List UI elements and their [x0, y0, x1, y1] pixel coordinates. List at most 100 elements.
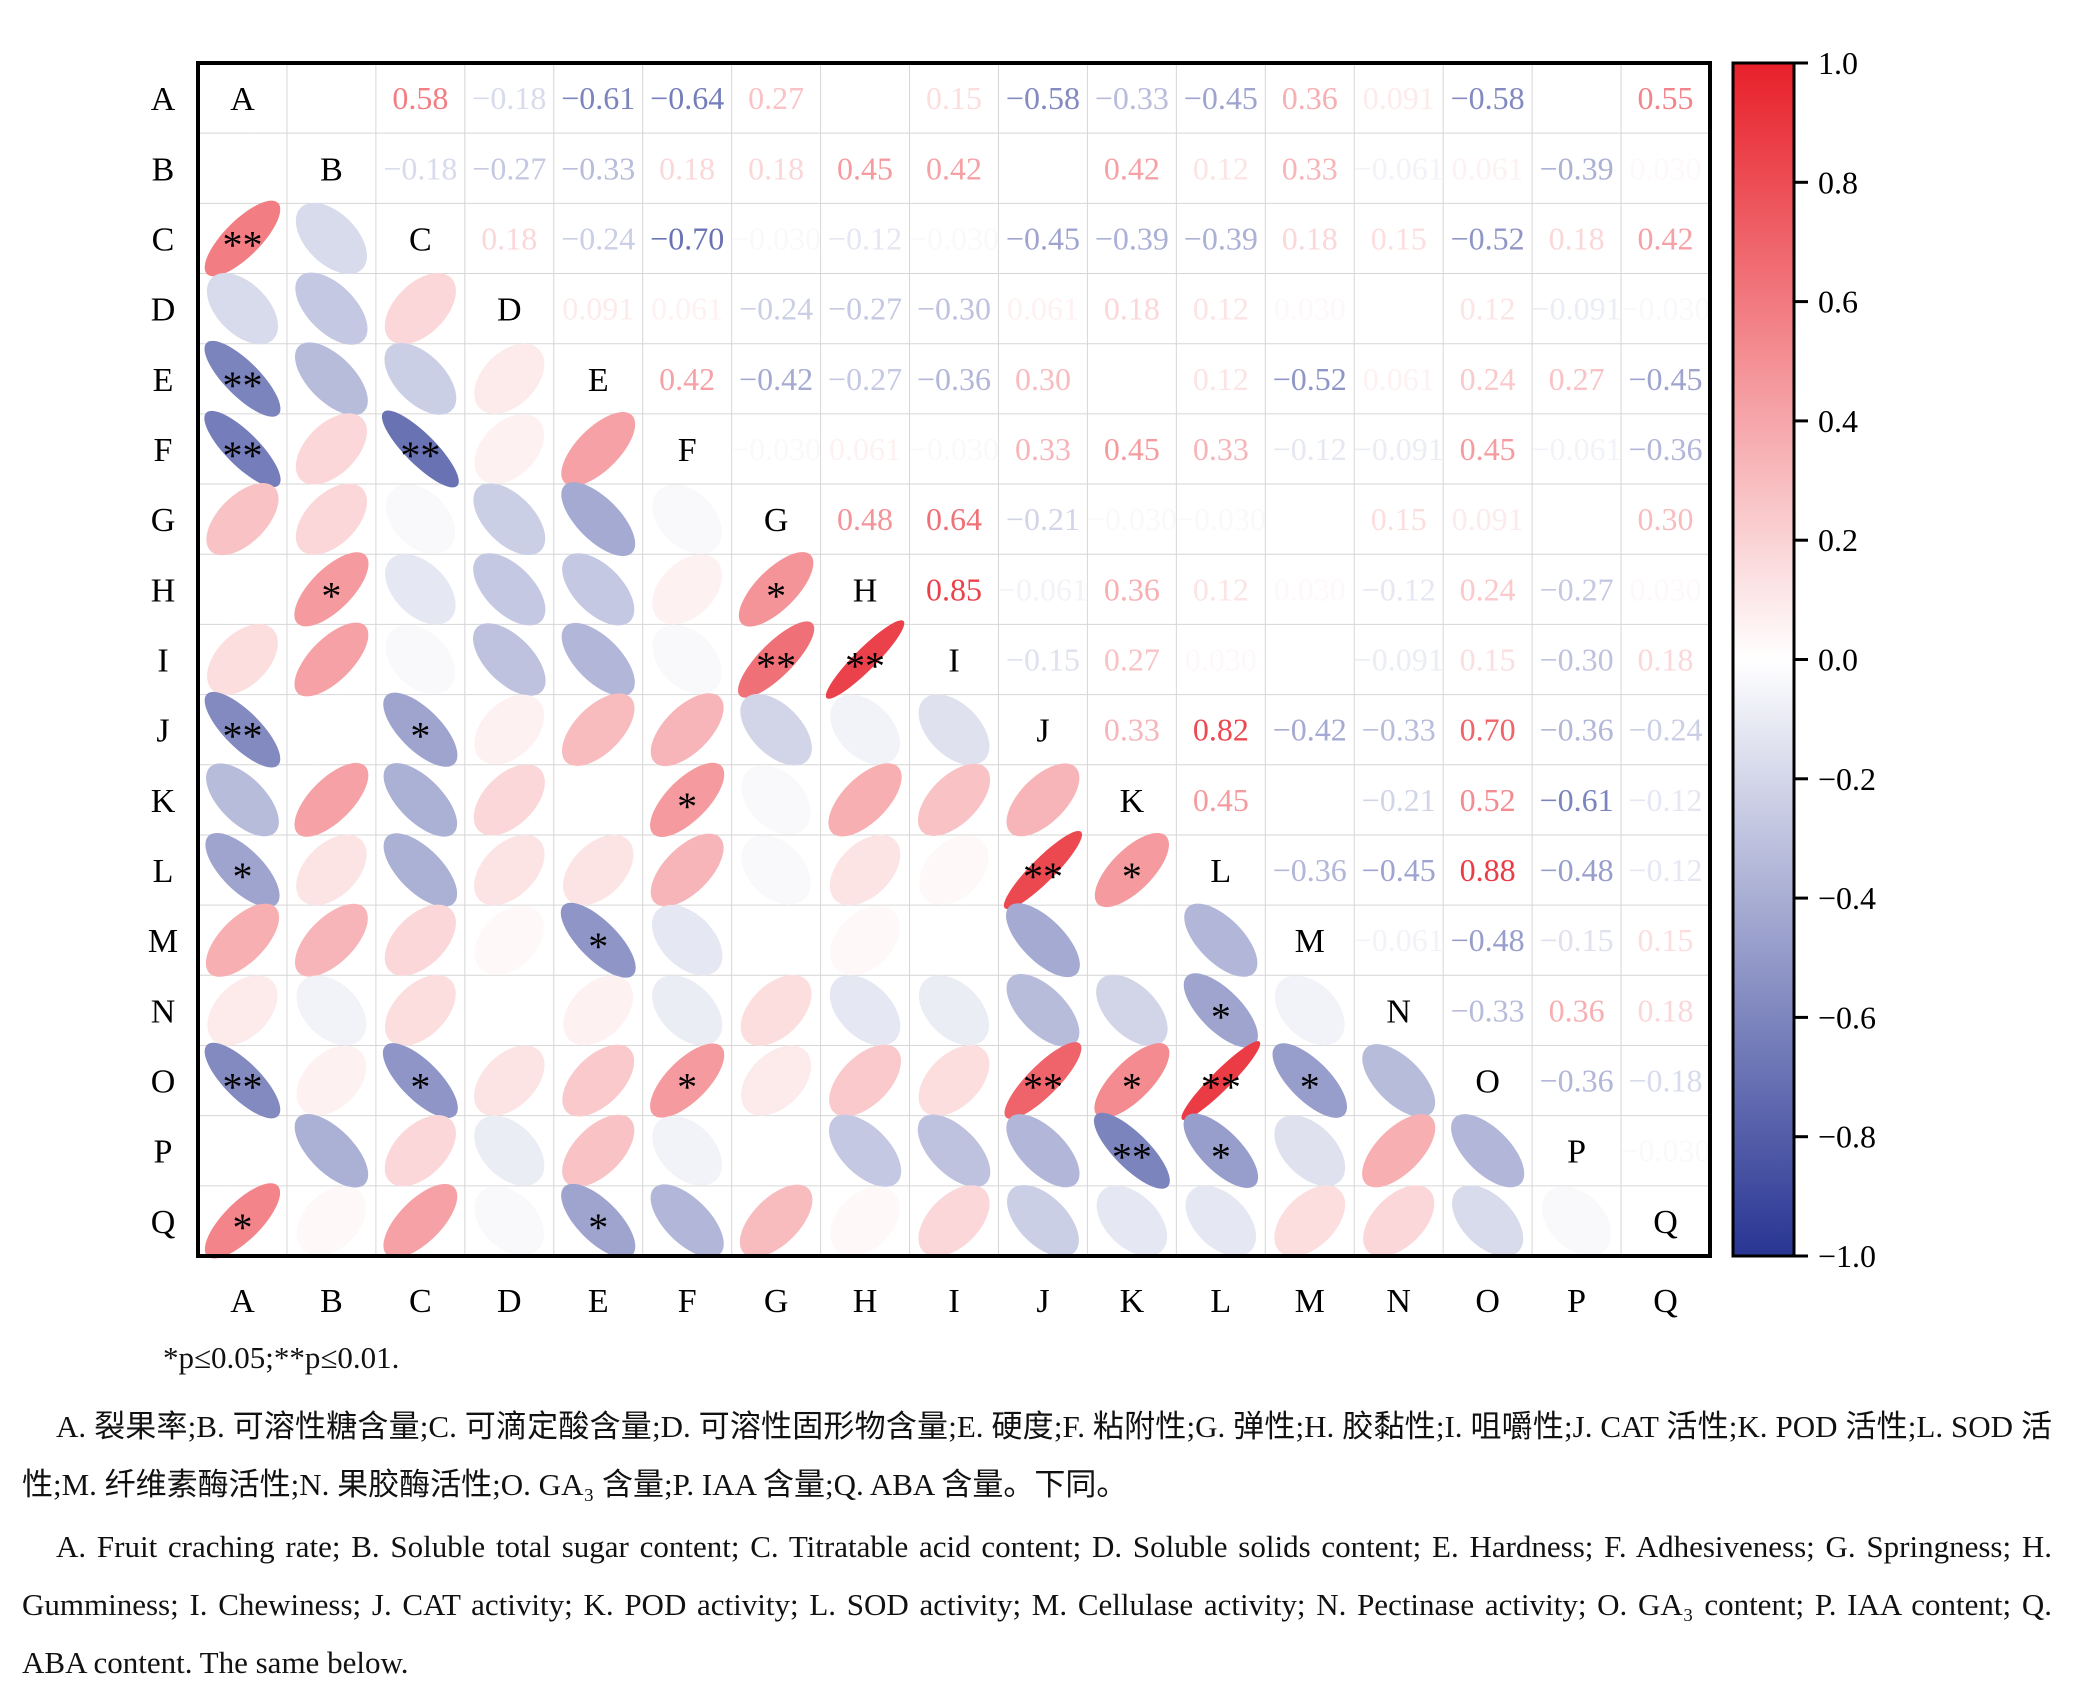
- correlation-value-label: 0.27: [748, 80, 804, 116]
- x-tick-label: O: [1475, 1283, 1500, 1320]
- correlation-value-label: 0.061: [1363, 361, 1435, 397]
- y-tick-label: M: [148, 923, 178, 960]
- correlation-ellipse: [652, 554, 723, 625]
- correlation-ellipse: [384, 904, 456, 976]
- correlation-value-label: −0.24: [1629, 712, 1703, 748]
- significance-mark: *: [766, 573, 786, 618]
- correlation-value-label: −0.030: [731, 431, 821, 467]
- correlation-value-label: −0.33: [1362, 712, 1436, 748]
- correlation-value-label: 0.030: [1630, 571, 1702, 607]
- significance-mark: *: [1211, 1135, 1231, 1180]
- correlation-value-label: 0.030: [1185, 642, 1257, 678]
- correlation-value-label: 0.061: [651, 291, 723, 327]
- correlation-ellipse: [1451, 1114, 1525, 1188]
- correlation-ellipse: [1097, 905, 1167, 975]
- correlation-value-label: 0.45: [1193, 782, 1249, 818]
- correlation-value-label: 0.18: [1549, 220, 1605, 256]
- correlation-value-label: −0.12: [1273, 431, 1347, 467]
- correlation-ellipse: [652, 624, 722, 695]
- correlation-value-label: 0.18: [1104, 291, 1160, 327]
- y-tick-label: F: [154, 432, 173, 469]
- correlation-ellipse: [1274, 1185, 1346, 1257]
- correlation-value-label: 0.42: [1104, 150, 1160, 186]
- y-tick-label: L: [153, 853, 174, 890]
- correlation-value-label: 0.30: [1638, 501, 1694, 537]
- correlation-value-label: 0.12: [1193, 291, 1249, 327]
- correlation-ellipse: [561, 693, 635, 766]
- correlation-ellipse: [296, 975, 367, 1046]
- correlation-ellipse: [1006, 973, 1080, 1047]
- correlation-ellipse: [206, 763, 279, 837]
- significance-mark: *: [1122, 854, 1142, 899]
- correlation-value-label: 0.091: [562, 291, 634, 327]
- correlation-value-label: −0.48: [1451, 922, 1525, 958]
- correlation-ellipse: [473, 483, 546, 556]
- correlation-ellipse: [385, 484, 456, 554]
- correlation-value-label: −0.12: [1362, 571, 1436, 607]
- colorbar-tick-label: 0.8: [1818, 164, 1858, 200]
- correlation-ellipse: [560, 902, 636, 978]
- correlation-ellipse: [295, 272, 368, 345]
- x-tick-label: E: [588, 1283, 609, 1320]
- correlation-ellipse: [650, 1043, 725, 1118]
- correlation-ellipse: [650, 762, 725, 837]
- significance-mark: **: [222, 1065, 262, 1110]
- x-tick-label: A: [230, 1283, 255, 1320]
- correlation-value-label: 0.36: [1104, 571, 1160, 607]
- colorbar-tick-label: −0.4: [1818, 880, 1876, 916]
- diagonal-label: I: [948, 643, 959, 680]
- correlation-value-label: 0.15: [926, 80, 982, 116]
- correlation-value-label: 0.18: [1638, 992, 1694, 1028]
- correlation-ellipse: [206, 483, 279, 556]
- correlation-value-label: −0.70: [650, 220, 724, 256]
- correlation-value-label: 0.33: [1104, 712, 1160, 748]
- correlation-ellipse: [207, 554, 277, 624]
- x-tick-label: C: [409, 1283, 432, 1320]
- plot-frame: [196, 61, 1712, 1258]
- correlation-value-label: −0.27: [828, 291, 902, 327]
- significance-note: *p≤0.05;**p≤0.01.: [163, 1340, 399, 1376]
- significance-mark: *: [1211, 994, 1231, 1039]
- correlation-value-label: −0.030: [731, 220, 821, 256]
- correlation-ellipse: [563, 765, 633, 835]
- colorbar-tick-label: 1.0: [1818, 45, 1858, 81]
- correlation-value-label: −0.061: [998, 571, 1088, 607]
- correlation-ellipse: [1274, 975, 1345, 1046]
- correlation-value-label: −0.36: [1540, 712, 1614, 748]
- diagonal-label: L: [1210, 853, 1231, 890]
- y-tick-label: J: [156, 713, 169, 750]
- y-tick-label: Q: [151, 1204, 176, 1241]
- correlation-value-label: 0.12: [1460, 291, 1516, 327]
- correlation-value-label: −0.42: [739, 361, 813, 397]
- correlation-ellipse: [1363, 1185, 1435, 1257]
- correlation-value-label: −0.61: [561, 80, 635, 116]
- x-tick-label: H: [853, 1283, 878, 1320]
- correlation-value-label: −0.36: [1273, 852, 1347, 888]
- correlation-ellipse: [1003, 830, 1083, 910]
- correlation-ellipse: [919, 835, 989, 905]
- correlation-value-label: 0.18: [481, 220, 537, 256]
- colorbar-tick-label: 0.6: [1818, 284, 1858, 320]
- y-tick-label: K: [151, 783, 176, 820]
- correlation-value-label: 0.12: [1193, 150, 1249, 186]
- correlation-value-label: 0.18: [1282, 220, 1338, 256]
- y-tick-label: E: [153, 362, 174, 399]
- correlation-value-label: −0.15: [1006, 642, 1080, 678]
- y-tick-label: C: [152, 221, 175, 258]
- correlation-value-label: −0.45: [1006, 220, 1080, 256]
- correlation-value-label: −0.45: [1629, 361, 1703, 397]
- caption-chinese: A. 裂果率;B. 可溶性糖含量;C. 可滴定酸含量;D. 可溶性固形物含量;E…: [22, 1409, 2052, 1502]
- correlation-ellipse: [1094, 1043, 1170, 1119]
- significance-mark: **: [222, 363, 262, 408]
- correlation-value-label: −0.45: [1362, 852, 1436, 888]
- correlation-value-label: 0.15: [1371, 501, 1427, 537]
- significance-mark: *: [588, 924, 608, 969]
- correlation-value-label: 0.45: [837, 150, 893, 186]
- correlation-ellipse: [737, 621, 815, 698]
- correlation-ellipse: [830, 905, 900, 975]
- correlation-value-label: 0.45: [1104, 431, 1160, 467]
- correlation-ellipse: [205, 903, 280, 977]
- correlation-value-label: −0.030: [1621, 291, 1711, 327]
